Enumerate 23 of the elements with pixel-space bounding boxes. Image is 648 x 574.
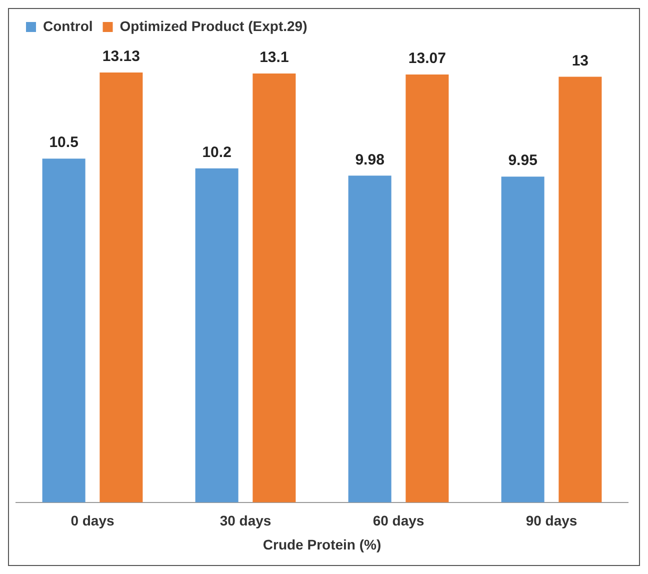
data-label: 9.98 [355,151,384,168]
x-tick-label: 0 days [70,512,115,529]
x-axis-title: Crude Protein (%) [262,536,382,552]
bar [558,76,602,502]
x-tick-label: 60 days [372,512,424,529]
bar [252,73,296,502]
legend-label: Control [43,18,93,34]
data-label: 13.07 [408,50,446,68]
bar [195,168,238,502]
data-label: 9.95 [508,152,538,170]
data-label: 10.2 [202,144,232,162]
bar [100,72,143,502]
x-tick-label: 30 days [220,512,272,529]
data-label: 13.1 [260,49,289,66]
data-label: 13.13 [102,48,140,66]
data-label: 10.5 [49,134,78,152]
bar [406,74,449,502]
bar [501,176,544,502]
bar [348,176,392,502]
x-tick-label: 90 days [526,512,578,529]
legend-label: Optimized Product (Expt.29) [120,18,308,34]
data-label: 13 [572,52,589,70]
bar [42,158,86,502]
